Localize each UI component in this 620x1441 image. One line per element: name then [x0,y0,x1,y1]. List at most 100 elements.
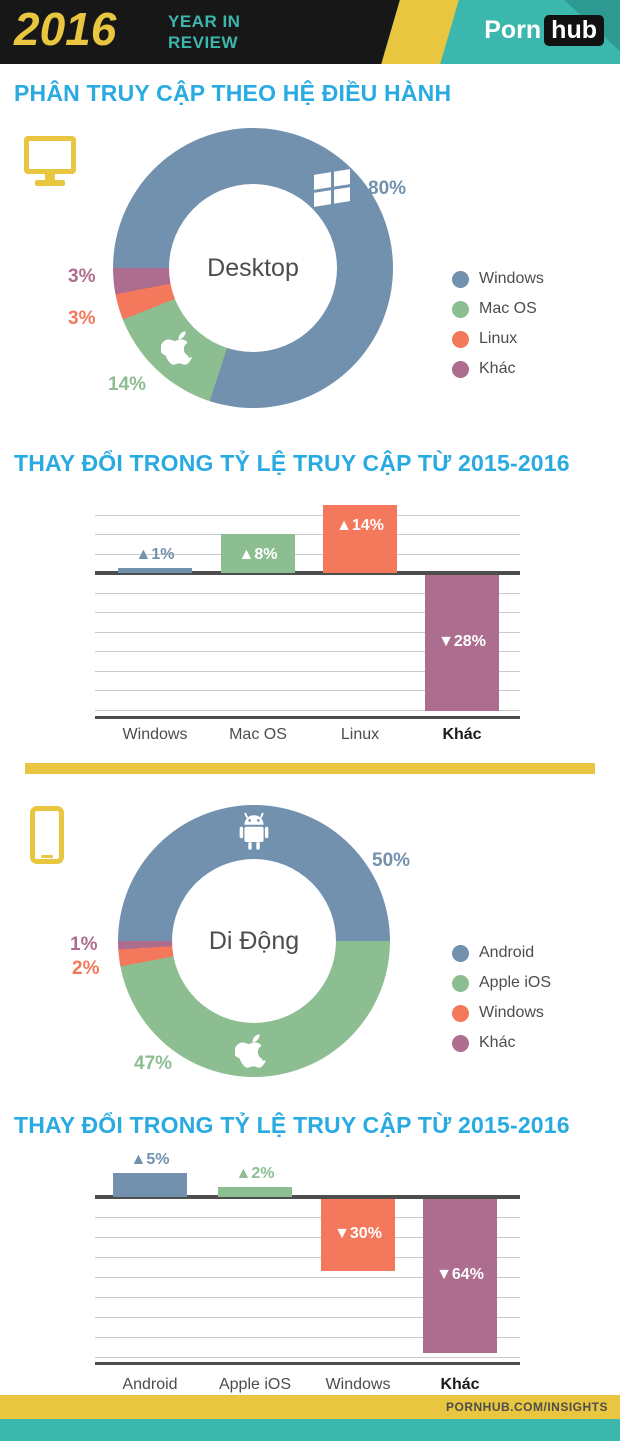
mobile-os-donut: Di Động [118,805,390,1077]
legend-dot [452,300,469,318]
section-title-desktop-change: THAY ĐỔI TRONG TỶ LỆ TRUY CẬP TỪ 2015-20… [14,450,570,476]
mobile-change-bar-chart: ▲5% Android ▲2% Apple iOS ▼30% Windows ▼64% Khá… [0,1150,620,1395]
gridline [95,1297,520,1298]
year-label: 2016 [14,3,117,55]
bar-android [113,1173,187,1197]
desktop-os-legend: Windows Mac OS Linux Khác [452,264,544,384]
bar-value-label: ▲8% [238,546,278,563]
zero-baseline [95,571,520,575]
desktop-change-bar-chart: ▲1% Windows ▲8% Mac OS ▲14% Linux ▼28% Khác [0,500,620,755]
apple-logo-icon [161,331,193,365]
tagline-line2: REVIEW [168,33,239,52]
tagline: YEAR IN REVIEW [168,11,240,53]
bottom-axis-line [95,1362,520,1365]
bar-value-label: ▲14% [336,517,384,534]
gridline [95,1257,520,1258]
donut-center: Desktop [169,184,337,352]
legend-dot [452,1034,469,1052]
footer-insights-link: PORNHUB.COM/INSIGHTS [445,1400,608,1414]
bar-apple-ios [218,1187,292,1197]
gridline [95,631,520,633]
footer-yellow-bar: PORNHUB.COM/INSIGHTS [0,1395,620,1419]
section-title-os-share: PHÂN TRUY CẬP THEO HỆ ĐIỀU HÀNH [14,80,452,106]
legend-label: Windows [479,270,544,287]
legend-dot [452,270,469,288]
legend-item: Mac OS [452,294,544,324]
gridline [95,1277,520,1278]
legend-dot [452,1004,469,1022]
donut-percent-label: 3% [68,266,96,287]
gridline [95,534,520,535]
gridline [95,1317,520,1318]
yellow-divider [25,763,595,774]
donut-percent-label: 50% [372,850,411,871]
mobile-os-legend: Android Apple iOS Windows Khác [452,938,551,1058]
gridline [95,553,520,555]
legend-dot [452,360,469,378]
gridline [95,592,520,594]
legend-label: Apple iOS [479,974,552,991]
bar-value-label: ▲5% [130,1151,170,1168]
tagline-line1: YEAR IN [168,12,241,31]
donut-percent-label: 1% [70,934,98,955]
gridline [95,612,520,613]
legend-label: Linux [479,330,518,347]
legend-label: Khác [479,1034,516,1051]
gridline [95,1337,520,1338]
bar-khác [425,575,499,711]
footer-teal-bar [0,1419,620,1441]
legend-item: Windows [452,998,551,1028]
legend-label: Khác [479,360,516,377]
donut-center: Di Động [172,859,336,1023]
gridline [95,670,520,672]
desktop-os-donut: Desktop [113,128,393,408]
header-banner: 2016 YEAR IN REVIEW Porn hub [0,0,620,64]
bar-linux [323,505,397,573]
bar-category-label: Windows [325,1376,391,1393]
bar-category-label: Apple iOS [218,1376,292,1393]
bar-category-label: Mac OS [229,726,287,743]
monitor-neck [45,174,55,180]
bar-category-label: Android [122,1376,178,1393]
bar-category-label: Windows [122,726,188,743]
mobile-os-donut-section: Di Động Android Apple iOS Windows Khác 50% 4… [0,798,620,1098]
legend-dot [452,974,469,992]
gridline [95,709,520,711]
bar-windows [321,1199,395,1271]
bar-category-label: Khác [442,726,482,743]
donut-center-label: Desktop [207,253,299,282]
mobile-phone-icon [30,806,64,864]
windows-logo-icon [314,169,350,207]
donut-percent-label: 14% [108,374,147,395]
gridline [95,690,520,691]
pornhub-logo: Porn hub [484,15,604,46]
bar-value-label: ▼30% [334,1225,382,1242]
donut-percent-label: 3% [68,308,96,329]
legend-item: Linux [452,324,544,354]
donut-percent-label: 2% [72,958,100,979]
bar-value-label: ▼64% [436,1266,484,1283]
gridline [95,514,520,516]
bar-value-label: ▼28% [438,633,486,650]
bar-windows [118,568,192,573]
desktop-os-donut-section: Desktop Windows Mac OS Linux Khác 80% 14% 3% 3… [0,126,620,431]
legend-dot [452,944,469,962]
legend-item: Apple iOS [452,968,551,998]
gridline [95,1217,520,1218]
legend-label: Mac OS [479,300,537,317]
bar-value-label: ▲1% [135,546,175,563]
donut-percent-label: 47% [134,1053,173,1074]
bar-mac-os [221,534,295,573]
bar-value-label: ▲2% [235,1165,275,1182]
android-robot-icon [239,812,269,850]
bar-category-label: Linux [340,726,380,743]
legend-item: Khác [452,1028,551,1058]
legend-item: Android [452,938,551,968]
header-black-panel [0,0,400,64]
bar-khác [423,1199,497,1353]
bar-category-label: Khác [440,1376,480,1393]
gridline [95,1237,520,1238]
donut-center-label: Di Động [208,926,300,955]
apple-logo-icon [235,1034,267,1068]
